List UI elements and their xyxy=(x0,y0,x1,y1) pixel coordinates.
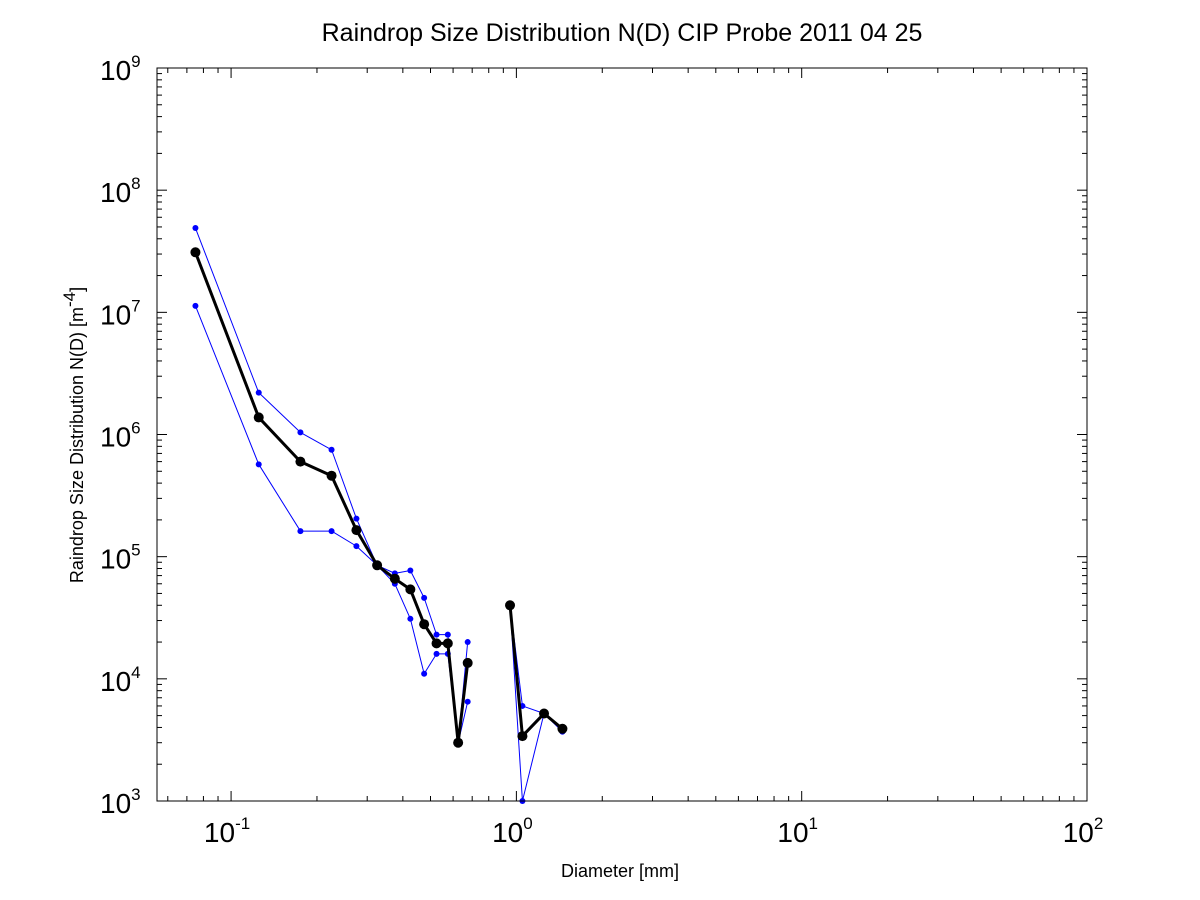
data-point-bound xyxy=(444,631,451,638)
y-tick-label-base: 10 xyxy=(100,177,131,208)
data-point-mean xyxy=(351,525,362,536)
y-tick-label-exp: 6 xyxy=(131,419,140,438)
y-tick-label-base: 10 xyxy=(100,422,131,453)
data-point-mean xyxy=(462,657,473,668)
y-tick-label: 106 xyxy=(100,419,141,453)
data-point-mean xyxy=(539,708,550,719)
x-tick-label: 100 xyxy=(492,814,533,848)
y-tick-label-base: 10 xyxy=(100,788,131,819)
data-point-mean xyxy=(517,731,528,742)
y-tick-label: 107 xyxy=(100,296,141,330)
x-tick-label-exp: 2 xyxy=(1094,814,1103,833)
y-tick-label-base: 10 xyxy=(100,55,131,86)
x-tick-label-base: 10 xyxy=(204,817,235,848)
data-point-mean xyxy=(389,573,400,584)
data-point-bound xyxy=(255,461,262,468)
data-point-mean xyxy=(372,560,383,571)
data-point-bound xyxy=(192,302,199,309)
x-tick-label-base: 10 xyxy=(492,817,523,848)
data-point-bound xyxy=(464,698,471,705)
data-point-mean xyxy=(326,470,337,481)
data-point-mean xyxy=(505,600,516,611)
data-point-bound xyxy=(407,567,414,574)
data-point-mean xyxy=(557,723,568,734)
data-point-bound xyxy=(433,631,440,638)
data-point-bound xyxy=(433,650,440,657)
data-point-mean xyxy=(405,584,416,595)
x-tick-label-base: 10 xyxy=(777,817,808,848)
series-layer xyxy=(190,225,568,804)
plot-frame xyxy=(156,67,1088,802)
y-tick-label: 103 xyxy=(100,785,141,819)
chart-title: Raindrop Size Distribution N(D) CIP Prob… xyxy=(322,19,923,47)
y-tick-label-exp: 8 xyxy=(131,174,140,193)
x-tick-label: 101 xyxy=(777,814,818,848)
data-point-mean xyxy=(442,638,453,649)
x-tick-label-exp: 1 xyxy=(809,814,818,833)
y-tick-label: 105 xyxy=(100,541,141,575)
series-line-mean xyxy=(508,605,564,738)
y-axis-label-end: ] xyxy=(67,287,87,292)
y-tick-label: 109 xyxy=(100,52,141,86)
y-tick-label: 104 xyxy=(100,663,141,697)
y-tick-label-base: 10 xyxy=(100,666,131,697)
data-point-bound xyxy=(328,528,335,535)
y-tick-label-exp: 4 xyxy=(131,663,140,682)
data-point-bound xyxy=(353,543,360,550)
y-tick-label-base: 10 xyxy=(100,299,131,330)
y-axis-label: Raindrop Size Distribution N(D) [m-4] xyxy=(60,287,87,583)
y-tick-label-exp: 7 xyxy=(131,296,140,315)
x-tick-label-exp: -1 xyxy=(235,814,250,833)
data-point-bound xyxy=(464,639,471,646)
data-point-mean xyxy=(190,247,201,258)
y-axis-label-main: Raindrop Size Distribution N(D) [m xyxy=(67,307,87,583)
x-axis-label: Diameter [mm] xyxy=(561,861,679,881)
data-point-mean xyxy=(419,619,430,630)
y-tick-label-exp: 5 xyxy=(131,541,140,560)
y-axis-label-sup: -4 xyxy=(60,292,79,307)
y-tick-label: 108 xyxy=(100,174,141,208)
data-point-bound xyxy=(407,615,414,622)
data-point-bound xyxy=(328,446,335,453)
data-point-bound xyxy=(421,670,428,677)
x-tick-label-exp: 0 xyxy=(523,814,532,833)
x-tick-label: 10-1 xyxy=(204,814,250,848)
data-point-bound xyxy=(297,528,304,535)
data-point-bound xyxy=(255,389,262,396)
data-point-mean xyxy=(431,638,442,649)
data-point-mean xyxy=(453,737,464,748)
data-point-bound xyxy=(421,594,428,601)
y-tick-label-exp: 3 xyxy=(131,785,140,804)
y-tick-label-exp: 9 xyxy=(131,52,140,71)
data-point-mean xyxy=(295,456,306,467)
data-point-mean xyxy=(253,412,264,423)
data-point-bound xyxy=(192,225,199,232)
x-tick-label-base: 10 xyxy=(1063,817,1094,848)
y-tick-label-base: 10 xyxy=(100,544,131,575)
x-tick-label: 102 xyxy=(1063,814,1104,848)
data-point-bound xyxy=(297,429,304,436)
ticks-layer xyxy=(157,67,1087,802)
data-point-bound xyxy=(353,515,360,522)
